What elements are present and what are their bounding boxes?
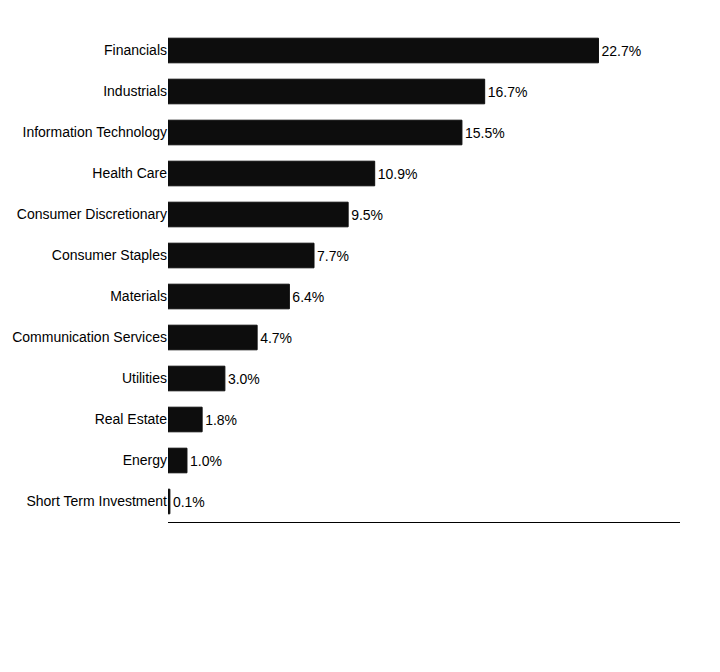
svg-text:7.7%: 7.7% [317,248,349,264]
svg-text:15.5%: 15.5% [465,125,505,141]
svg-text:Materials: Materials [110,288,167,304]
svg-text:Real Estate: Real Estate [95,411,168,427]
svg-text:Short Term Investment: Short Term Investment [26,493,167,509]
svg-text:Utilities: Utilities [122,370,167,386]
svg-text:10.9%: 10.9% [378,166,418,182]
svg-text:1.0%: 1.0% [190,453,222,469]
svg-text:Consumer Staples: Consumer Staples [52,247,167,263]
svg-text:Information Technology: Information Technology [23,124,168,140]
svg-text:16.7%: 16.7% [488,84,528,100]
svg-text:3.0%: 3.0% [228,371,260,387]
svg-text:Communication Services: Communication Services [12,329,167,345]
svg-text:22.7%: 22.7% [601,43,641,59]
svg-text:Financials: Financials [104,42,167,58]
svg-text:Health Care: Health Care [92,165,167,181]
svg-text:1.8%: 1.8% [205,412,237,428]
svg-text:Industrials: Industrials [103,83,167,99]
svg-text:Energy: Energy [123,452,167,468]
svg-text:9.5%: 9.5% [351,207,383,223]
svg-text:4.7%: 4.7% [260,330,292,346]
svg-text:6.4%: 6.4% [292,289,324,305]
svg-text:Consumer Discretionary: Consumer Discretionary [17,206,167,222]
svg-text:0.1%: 0.1% [173,494,205,510]
